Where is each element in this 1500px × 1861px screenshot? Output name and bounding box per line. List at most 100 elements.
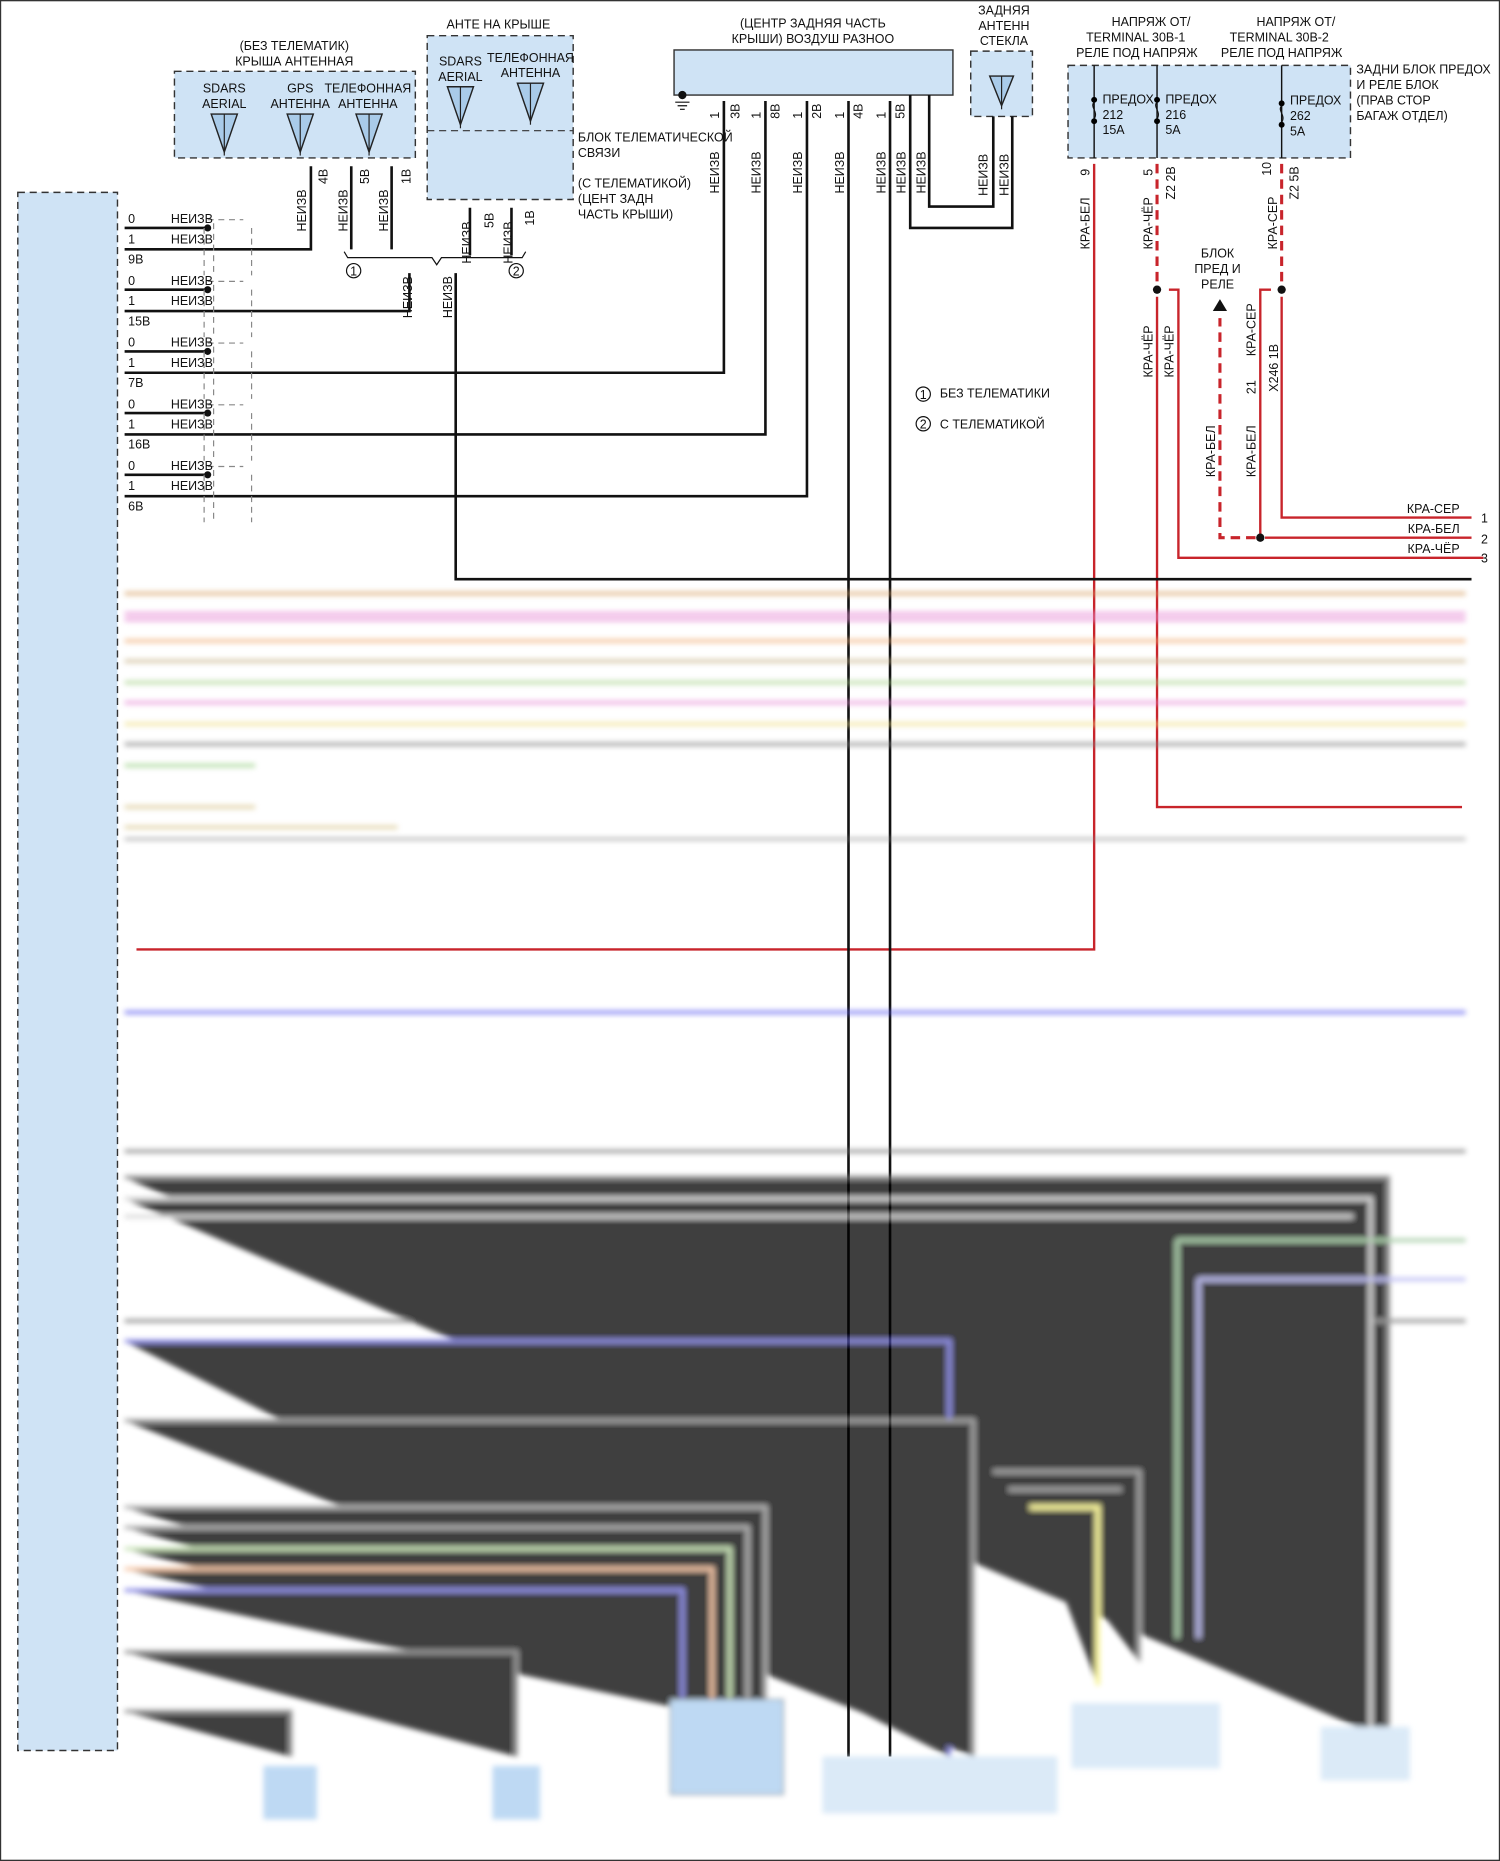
pin-label: 3: [1481, 552, 1488, 566]
pin-label: 3B: [728, 104, 742, 119]
wire-label: НЕИЗВ: [915, 151, 929, 193]
label: 5A: [1290, 124, 1306, 138]
wire-label: НЕИЗВ: [874, 151, 888, 193]
fuse-icon: [1278, 100, 1285, 128]
pin-label: 1: [833, 112, 847, 119]
label: 15A: [1102, 123, 1125, 137]
shield: [203, 342, 253, 399]
splice-dot: [204, 409, 212, 417]
wire-label: НЕИЗВ: [998, 154, 1012, 196]
wire-label: КРА-БЕЛ: [1078, 197, 1092, 249]
wire-label: КРА-БЕЛ: [1245, 425, 1259, 477]
variant-marker: 1: [350, 264, 357, 278]
wire-label: КРА-ЧЁР: [1141, 197, 1155, 249]
wire-label: НЕИЗВ: [295, 189, 309, 231]
legend: 1 БЕЗ ТЕЛЕМАТИКИ 2 С ТЕЛЕМАТИКОЙ: [915, 386, 1050, 432]
pin-label: 0: [128, 212, 135, 226]
pin-label: 2: [1481, 533, 1488, 547]
label: 262: [1290, 109, 1311, 123]
label: 5A: [1165, 123, 1181, 137]
label: АНТЕННА: [338, 97, 398, 111]
pin-label: 1: [128, 232, 135, 246]
label: ЗАДНИ БЛОК ПРЕДОХ: [1356, 63, 1491, 77]
wire-label: КРА-СЕР: [1407, 502, 1460, 516]
wire-label: НЕИЗВ: [502, 221, 516, 263]
connector-label: Z2 5B: [1287, 166, 1301, 199]
wire-label: НЕИЗВ: [171, 232, 213, 246]
label: 216: [1165, 108, 1186, 122]
label: (С ТЕЛЕМАТИКОЙ): [578, 176, 691, 191]
pin-label: 5: [1141, 169, 1155, 176]
label: АНТЕННА: [501, 66, 561, 80]
wire-label: НЕИЗВ: [750, 151, 764, 193]
label: ЗАДНЯЯ: [978, 3, 1030, 17]
wire-label: КРА-БЕЛ: [1408, 522, 1460, 536]
label: SDARS: [203, 82, 246, 96]
rear-glass-antenna: ЗАДНЯЯ АНТЕНН СТЕКЛА: [970, 3, 1034, 118]
splice-dot: [204, 224, 212, 232]
label: НАПРЯЖ ОТ/: [1256, 15, 1335, 29]
wire-label: НЕИЗВ: [337, 189, 351, 231]
pin-label: 1: [128, 294, 135, 308]
pin-label: 9: [1078, 169, 1092, 176]
label: РЕЛЕ: [1201, 277, 1234, 291]
label: ТЕЛЕФОННАЯ: [324, 82, 411, 96]
label: РЕЛЕ ПОД НАПРЯЖ: [1076, 46, 1198, 60]
pin-label: 0: [128, 459, 135, 473]
label: КРЫША АНТЕННАЯ: [235, 54, 353, 68]
splice-dot: [204, 347, 212, 355]
shield: [203, 219, 253, 276]
wire-label: НЕИЗВ: [171, 212, 213, 226]
label: ЧАСТЬ КРЫШИ): [578, 207, 673, 221]
pin-label: 21: [1245, 380, 1259, 394]
variant-marker: 2: [513, 264, 520, 278]
roof-antenna-no-telematics: (БЕЗ ТЕЛЕМАТИК) КРЫША АНТЕННАЯ SDARS AER…: [173, 39, 417, 159]
pin-label: 1: [874, 112, 888, 119]
fuse-icon: [1154, 96, 1161, 125]
wire-label: НЕИЗВ: [441, 276, 455, 318]
wire-label: КРА-БЕЛ: [1204, 425, 1218, 477]
pin-label: 5B: [358, 169, 372, 184]
label: AERIAL: [438, 70, 482, 84]
roof-antenna-telematics: АНТЕ НА КРЫШЕ SDARS AERIAL ТЕЛЕФОННАЯ АН…: [426, 18, 733, 221]
antenna-icon: [355, 113, 384, 156]
wire-label: НЕИЗВ: [377, 189, 391, 231]
label: СТЕКЛА: [980, 34, 1029, 48]
splice-dot: [204, 286, 212, 294]
connector-label: 16B: [128, 438, 150, 452]
label: СВЯЗИ: [578, 146, 620, 160]
wire-label: НЕИЗВ: [833, 151, 847, 193]
label: ТЕЛЕФОННАЯ: [487, 51, 574, 65]
antenna-icon: [210, 113, 239, 156]
label: НАПРЯЖ ОТ/: [1112, 15, 1191, 29]
wire-label: НЕИЗВ: [460, 221, 474, 263]
label: TERMINAL 30B-1: [1086, 31, 1185, 45]
connector-label: 6B: [128, 499, 143, 513]
antenna-icon: [988, 75, 1015, 110]
connector-label: 9B: [128, 253, 143, 267]
label: АНТЕНН: [978, 19, 1029, 33]
pin-label: 1: [128, 418, 135, 432]
pin-label: 1: [708, 112, 722, 119]
shield: [203, 465, 253, 523]
connector-label: 7B: [128, 376, 143, 390]
label: ПРЕДОХ: [1102, 92, 1154, 106]
wire-label: КРА-СЕР: [1245, 303, 1259, 356]
label: TERMINAL 30B-2: [1230, 31, 1329, 45]
obscured-lower-diagram: [124, 591, 1466, 1820]
label: РЕЛЕ ПОД НАПРЯЖ: [1221, 46, 1343, 60]
wire-label: НЕИЗВ: [976, 154, 990, 196]
splice-dot: [204, 471, 212, 479]
fuse-icon: [1091, 96, 1098, 125]
radio-module: [17, 191, 119, 1752]
label: ПРЕДОХ: [1165, 92, 1217, 106]
label: АНТЕННА: [270, 97, 330, 111]
pin-label: 5B: [893, 104, 907, 119]
pin-label: 8B: [769, 104, 783, 119]
label: GPS: [287, 82, 313, 96]
antenna-icon: [446, 86, 475, 129]
antenna-icon: [286, 113, 315, 156]
label: ПРЕД И: [1194, 262, 1240, 276]
pin-label: 0: [128, 274, 135, 288]
